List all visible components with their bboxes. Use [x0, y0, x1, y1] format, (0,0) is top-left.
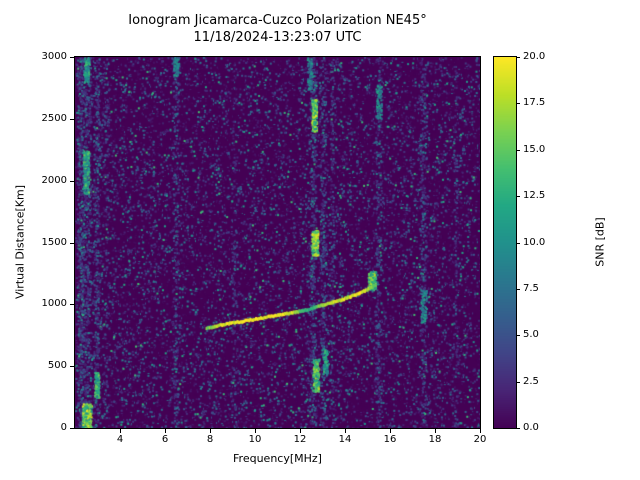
colorbar-tick-label: 7.5 [523, 282, 539, 294]
colorbar-tick-mark [516, 381, 520, 383]
x-tick-label: 8 [206, 434, 214, 445]
x-tick-label: 16 [383, 434, 397, 445]
x-tick-label: 18 [428, 434, 442, 445]
y-tick-mark [70, 304, 74, 306]
colorbar-tick-label: 12.5 [523, 190, 546, 202]
x-tick-mark [345, 429, 346, 433]
y-tick-label: 500 [47, 360, 67, 372]
x-tick-label: 4 [116, 434, 124, 445]
x-tick-mark [480, 429, 481, 433]
figure-title: Ionogram Jicamarca-Cuzco Polarization NE… [128, 13, 427, 28]
figure-subtitle: 11/18/2024-13:23:07 UTC [193, 30, 362, 45]
y-tick-label: 1500 [41, 236, 67, 248]
y-tick-label: 0 [60, 422, 67, 433]
colorbar-tick-mark [516, 149, 520, 151]
x-tick-label: 10 [248, 434, 262, 445]
y-tick-label: 2000 [41, 174, 67, 186]
y-tick-label: 3000 [41, 51, 67, 62]
x-tick-label: 6 [161, 434, 169, 445]
y-tick-label: 1000 [41, 298, 67, 310]
colorbar-canvas [493, 56, 517, 429]
heatmap-plot-canvas [74, 56, 481, 429]
x-tick-mark [255, 429, 256, 433]
colorbar-tick-mark [516, 428, 520, 429]
colorbar-tick-mark [516, 288, 520, 290]
y-tick-mark [70, 366, 74, 368]
x-tick-mark [120, 429, 121, 433]
x-tick-mark [210, 429, 211, 433]
x-tick-label: 12 [293, 434, 307, 445]
y-tick-mark [70, 118, 74, 120]
x-axis-label: Frequency[MHz] [233, 452, 322, 465]
colorbar-tick-label: 17.5 [523, 97, 546, 109]
colorbar-tick-label: 10.0 [523, 236, 546, 248]
x-tick-label: 14 [338, 434, 352, 445]
colorbar-tick-label: 2.5 [523, 375, 539, 387]
x-tick-label: 20 [473, 434, 487, 445]
colorbar-tick-label: 15.0 [523, 143, 546, 155]
y-axis-label: Virtual Distance[Km] [13, 184, 27, 300]
colorbar-tick-mark [516, 335, 520, 337]
x-tick-mark [390, 429, 391, 433]
y-tick-label: 2500 [41, 112, 67, 124]
y-tick-mark [70, 180, 74, 182]
colorbar-label: SNR [dB] [593, 217, 607, 267]
x-tick-mark [435, 429, 436, 433]
x-tick-mark [165, 429, 166, 433]
y-tick-mark [70, 428, 74, 429]
y-tick-mark [70, 242, 74, 244]
colorbar-tick-label: 0.0 [523, 422, 539, 433]
colorbar-tick-label: 20.0 [523, 51, 546, 62]
colorbar-tick-mark [516, 103, 520, 105]
colorbar-tick-mark [516, 242, 520, 244]
colorbar-tick-label: 5.0 [523, 329, 539, 341]
colorbar-tick-mark [516, 196, 520, 198]
y-tick-mark [70, 57, 74, 58]
colorbar-tick-mark [516, 57, 520, 58]
x-tick-mark [300, 429, 301, 433]
